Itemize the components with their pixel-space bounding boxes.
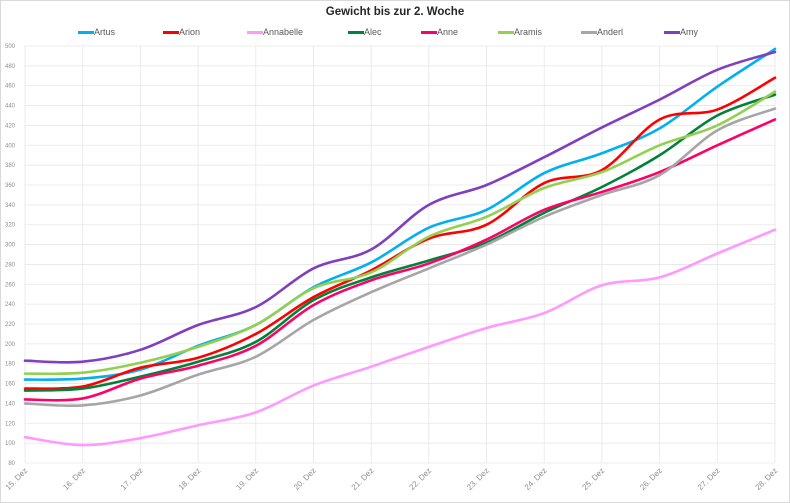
legend-swatch-icon bbox=[348, 30, 364, 34]
series-line-alec bbox=[23, 93, 777, 392]
series-line-arion bbox=[23, 76, 777, 391]
legend-label: Aramis bbox=[514, 27, 543, 37]
y-tick-label: 120 bbox=[5, 421, 16, 427]
legend-item-arion: Arion bbox=[163, 27, 247, 37]
y-tick-label: 360 bbox=[5, 183, 16, 189]
y-tick-label: 340 bbox=[5, 203, 16, 209]
y-tick-label: 80 bbox=[8, 461, 15, 467]
x-tick-label: 21. Dez bbox=[350, 466, 376, 492]
legend-item-aramis: Aramis bbox=[498, 27, 581, 37]
legend-label: Anderl bbox=[597, 27, 624, 37]
legend-swatch-icon bbox=[664, 30, 680, 34]
legend-swatch-icon bbox=[247, 30, 263, 34]
legend-item-amy: Amy bbox=[664, 27, 704, 37]
legend-label: Alec bbox=[364, 27, 382, 37]
y-tick-label: 240 bbox=[5, 302, 16, 308]
x-tick-label: 24. Dez bbox=[523, 466, 549, 492]
y-tick-label: 200 bbox=[5, 342, 16, 348]
legend-label: Amy bbox=[680, 27, 698, 37]
y-tick-label: 100 bbox=[5, 441, 16, 447]
series-line-anne bbox=[23, 118, 777, 402]
series-line-annabelle bbox=[23, 228, 777, 447]
legend-swatch-icon bbox=[498, 30, 514, 34]
x-tick-label: 23. Dez bbox=[465, 466, 491, 492]
legend-item-annabelle: Annabelle bbox=[247, 27, 348, 37]
x-tick-label: 22. Dez bbox=[407, 466, 433, 492]
y-tick-label: 500 bbox=[5, 44, 16, 50]
y-tick-label: 400 bbox=[5, 143, 16, 149]
legend-swatch-icon bbox=[163, 30, 179, 34]
series-line-amy bbox=[23, 50, 777, 364]
legend-item-anne: Anne bbox=[421, 27, 498, 37]
y-tick-label: 480 bbox=[5, 64, 16, 70]
legend-item-artus: Artus bbox=[78, 27, 163, 37]
x-tick-label: 25. Dez bbox=[580, 466, 606, 492]
legend-item-anderl: Anderl bbox=[581, 27, 664, 37]
legend-label: Artus bbox=[94, 27, 116, 37]
y-tick-label: 460 bbox=[5, 84, 16, 90]
x-tick-label: 16. Dez bbox=[61, 466, 87, 492]
x-tick-label: 15. Dez bbox=[4, 466, 30, 492]
legend-swatch-icon bbox=[421, 30, 437, 34]
x-tick-label: 27. Dez bbox=[696, 466, 722, 492]
y-tick-label: 180 bbox=[5, 362, 16, 368]
x-tick-label: 17. Dez bbox=[119, 466, 145, 492]
series-line-anderl bbox=[23, 107, 777, 408]
chart-title: Gewicht bis zur 2. Woche bbox=[325, 6, 465, 18]
legend-item-alec: Alec bbox=[348, 27, 421, 37]
x-tick-label: 19. Dez bbox=[234, 466, 260, 492]
y-tick-label: 420 bbox=[5, 123, 16, 129]
y-tick-label: 260 bbox=[5, 282, 16, 288]
legend-swatch-icon bbox=[78, 30, 94, 34]
x-tick-label: 20. Dez bbox=[292, 466, 318, 492]
legend-swatch-icon bbox=[581, 30, 597, 34]
y-tick-label: 380 bbox=[5, 163, 16, 169]
x-tick-label: 28. Dez bbox=[754, 466, 780, 492]
y-tick-label: 160 bbox=[5, 382, 16, 388]
x-tick-label: 26. Dez bbox=[638, 466, 664, 492]
y-tick-label: 300 bbox=[5, 243, 16, 249]
y-tick-label: 220 bbox=[5, 322, 16, 328]
y-tick-label: 140 bbox=[5, 401, 16, 407]
x-tick-label: 18. Dez bbox=[177, 466, 203, 492]
series-line-aramis bbox=[23, 90, 777, 376]
y-tick-label: 320 bbox=[5, 223, 16, 229]
legend-label: Anne bbox=[437, 27, 459, 37]
legend-label: Annabelle bbox=[263, 27, 304, 37]
legend-label: Arion bbox=[179, 27, 201, 37]
y-tick-label: 440 bbox=[5, 104, 16, 110]
legend: Artus Arion Annabelle Alec Anne Aramis Anderl A… bbox=[78, 25, 704, 39]
y-tick-label: 280 bbox=[5, 262, 16, 268]
